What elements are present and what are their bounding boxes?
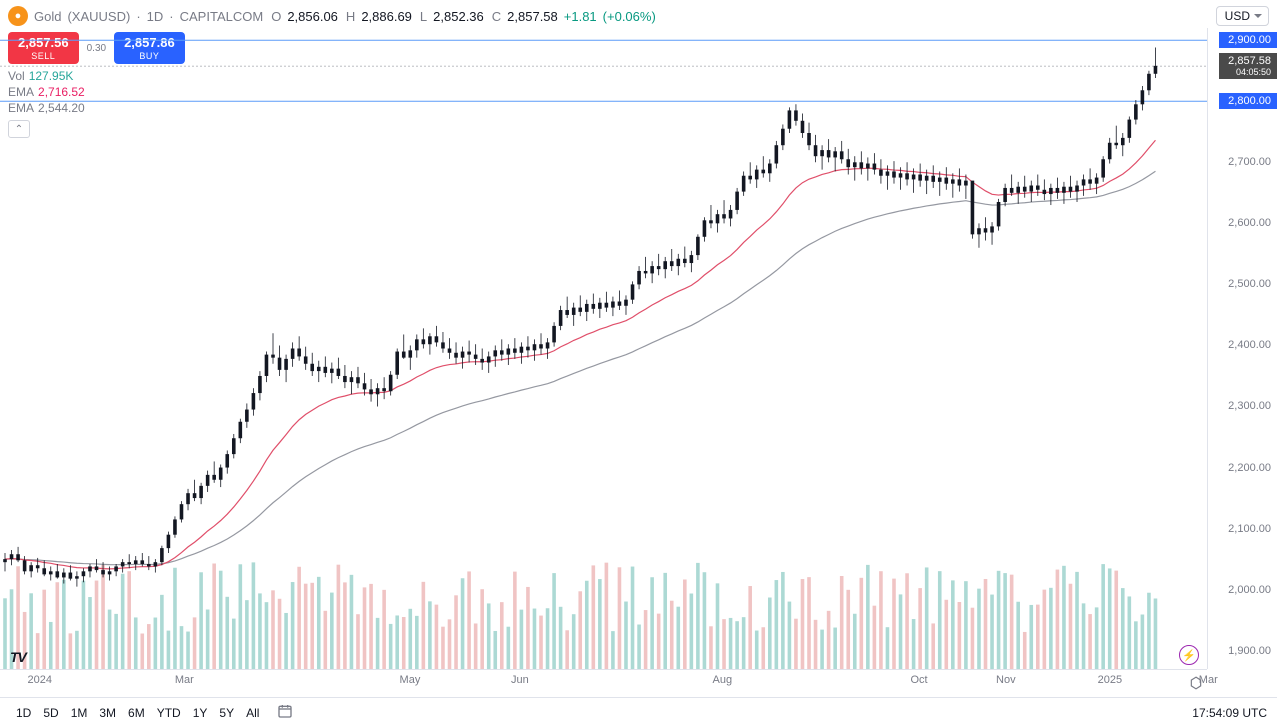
- range-all[interactable]: All: [240, 703, 265, 723]
- high-value: 2,886.69: [361, 9, 412, 24]
- x-axis[interactable]: 2024MarMayJunAugOctNov2025Mar: [0, 669, 1207, 697]
- calendar-icon[interactable]: [277, 703, 293, 722]
- clock[interactable]: 17:54:09 UTC: [1192, 706, 1267, 720]
- x-tick: Aug: [713, 674, 733, 686]
- change-pct: (+0.06%): [603, 9, 656, 24]
- range-5d[interactable]: 5D: [37, 703, 64, 723]
- symbol-name[interactable]: Gold: [34, 9, 61, 24]
- x-tick: Mar: [1199, 674, 1218, 686]
- x-tick: Jun: [511, 674, 529, 686]
- y-tick: 2,100.00: [1228, 523, 1271, 535]
- change-value: +1.81: [564, 9, 597, 24]
- low-label: L: [420, 9, 427, 24]
- x-tick: Nov: [996, 674, 1016, 686]
- last-price-tag: 2,857.5804:05:50: [1219, 53, 1277, 79]
- range-1y[interactable]: 1Y: [187, 703, 214, 723]
- separator: ·: [136, 9, 140, 24]
- range-6m[interactable]: 6M: [122, 703, 151, 723]
- price-line-tag: 2,900.00: [1219, 32, 1277, 48]
- flash-icon[interactable]: ⚡: [1179, 645, 1199, 665]
- y-tick: 2,000.00: [1228, 584, 1271, 596]
- x-tick: May: [400, 674, 421, 686]
- chart-svg: [0, 28, 1207, 669]
- y-tick: 2,500.00: [1228, 278, 1271, 290]
- y-tick: 2,600.00: [1228, 217, 1271, 229]
- y-tick: 2,700.00: [1228, 156, 1271, 168]
- y-tick: 2,200.00: [1228, 462, 1271, 474]
- low-value: 2,852.36: [433, 9, 484, 24]
- x-tick: Oct: [910, 674, 927, 686]
- close-value: 2,857.58: [507, 9, 558, 24]
- y-axis[interactable]: 1,900.00 2,000.00 2,100.00 2,200.00 2,300.00…: [1207, 28, 1277, 669]
- ticker: (XAUUSD): [67, 9, 130, 24]
- close-label: C: [492, 9, 501, 24]
- provider: CAPITALCOM: [180, 9, 264, 24]
- open-label: O: [271, 9, 281, 24]
- x-tick: Mar: [175, 674, 194, 686]
- range-1m[interactable]: 1M: [65, 703, 94, 723]
- y-tick: 2,400.00: [1228, 339, 1271, 351]
- y-tick: 2,300.00: [1228, 400, 1271, 412]
- price-line-tag: 2,800.00: [1219, 93, 1277, 109]
- range-1d[interactable]: 1D: [10, 703, 37, 723]
- bottom-bar: 1D5D1M3M6MYTD1Y5YAll 17:54:09 UTC: [0, 697, 1277, 727]
- chart-area[interactable]: [0, 28, 1207, 669]
- separator: ·: [169, 9, 173, 24]
- open-value: 2,856.06: [287, 9, 338, 24]
- high-label: H: [346, 9, 355, 24]
- tradingview-logo: TV: [10, 649, 26, 665]
- gold-icon: ●: [8, 6, 28, 26]
- range-5y[interactable]: 5Y: [213, 703, 240, 723]
- x-tick: 2024: [27, 674, 51, 686]
- interval[interactable]: 1D: [147, 9, 164, 24]
- y-tick: 1,900.00: [1228, 645, 1271, 657]
- range-ytd[interactable]: YTD: [151, 703, 187, 723]
- x-tick: 2025: [1098, 674, 1122, 686]
- currency-dropdown[interactable]: USD: [1216, 6, 1269, 26]
- range-3m[interactable]: 3M: [93, 703, 122, 723]
